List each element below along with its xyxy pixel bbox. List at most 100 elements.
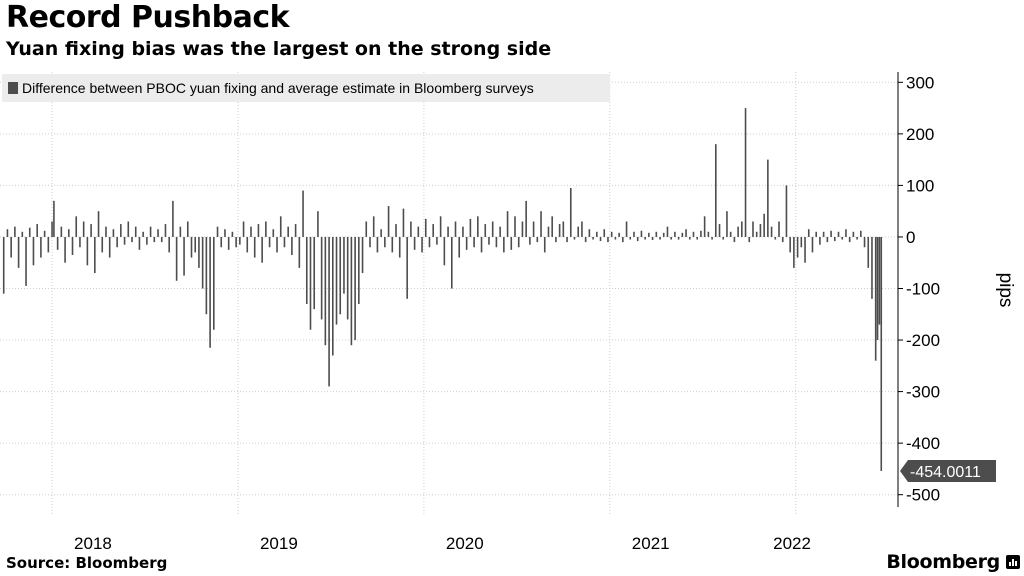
data-bar bbox=[807, 229, 810, 237]
data-bar bbox=[153, 236, 156, 243]
data-bar bbox=[198, 236, 200, 268]
data-bar bbox=[744, 108, 747, 237]
data-bar bbox=[748, 236, 751, 243]
data-bar bbox=[491, 221, 494, 237]
data-bar bbox=[540, 211, 542, 237]
data-bar bbox=[320, 236, 323, 320]
data-bar bbox=[804, 236, 806, 263]
data-bar bbox=[532, 221, 535, 237]
data-bar bbox=[841, 236, 844, 240]
data-bar bbox=[149, 226, 152, 237]
data-bar bbox=[584, 236, 587, 243]
data-bar bbox=[878, 236, 881, 325]
data-bar bbox=[224, 229, 226, 237]
data-bar bbox=[536, 236, 539, 243]
data-bar bbox=[67, 229, 70, 237]
data-bar bbox=[555, 236, 557, 243]
data-bar bbox=[480, 236, 483, 253]
data-bar bbox=[815, 231, 817, 237]
data-bar bbox=[432, 224, 434, 237]
data-bar bbox=[36, 224, 38, 237]
data-bar bbox=[358, 236, 360, 304]
data-bar bbox=[402, 208, 405, 237]
data-bar bbox=[462, 226, 464, 237]
data-bar bbox=[79, 236, 81, 248]
data-bar bbox=[250, 226, 252, 237]
data-bar bbox=[64, 236, 66, 263]
data-bar bbox=[495, 236, 498, 248]
data-bar bbox=[134, 226, 137, 237]
data-bar bbox=[774, 236, 777, 240]
data-bar bbox=[547, 226, 550, 237]
data-bar bbox=[283, 236, 286, 248]
data-bar bbox=[365, 221, 368, 237]
source-note: Source: Bloomberg bbox=[6, 554, 168, 572]
data-bar bbox=[105, 226, 107, 237]
data-bar bbox=[28, 227, 31, 237]
data-bar bbox=[97, 211, 100, 237]
data-bar bbox=[257, 224, 260, 237]
data-bar bbox=[685, 229, 687, 237]
last-value-label: -454.0011 bbox=[910, 464, 981, 481]
data-bar bbox=[10, 236, 12, 258]
data-bar bbox=[239, 236, 241, 245]
y-tick-label: -400 bbox=[906, 434, 940, 453]
data-bar bbox=[127, 221, 130, 237]
data-bar bbox=[25, 236, 27, 286]
data-bar bbox=[235, 236, 237, 248]
data-bar bbox=[469, 218, 472, 237]
y-axis-title: pips bbox=[995, 273, 1016, 308]
data-bar bbox=[711, 236, 713, 240]
data-bar bbox=[880, 236, 883, 471]
data-bar bbox=[75, 216, 78, 237]
data-bar bbox=[324, 236, 327, 346]
data-bar bbox=[659, 236, 661, 240]
data-bar bbox=[488, 236, 490, 245]
legend-label: Difference between PBOC yuan fixing and … bbox=[22, 80, 534, 96]
data-bar bbox=[447, 226, 449, 237]
data-bar bbox=[343, 236, 345, 294]
data-bar bbox=[276, 236, 278, 253]
data-bar bbox=[2, 236, 5, 294]
data-bar bbox=[47, 236, 50, 253]
data-bar bbox=[811, 236, 814, 253]
y-tick-label: 300 bbox=[906, 73, 934, 92]
data-bar bbox=[142, 231, 144, 237]
data-bar bbox=[670, 236, 672, 240]
data-bar bbox=[741, 221, 743, 237]
data-bar bbox=[32, 236, 35, 266]
data-bar bbox=[231, 231, 234, 237]
data-bar bbox=[833, 236, 836, 242]
data-bar bbox=[116, 236, 118, 248]
data-bar bbox=[424, 218, 427, 237]
data-bar bbox=[477, 216, 479, 237]
data-bar bbox=[666, 226, 669, 237]
data-bar bbox=[294, 224, 297, 237]
x-tick-label: 2022 bbox=[773, 534, 811, 553]
data-bar bbox=[146, 236, 148, 245]
data-bar bbox=[183, 236, 185, 276]
data-bar bbox=[291, 236, 293, 255]
data-bar bbox=[633, 231, 635, 237]
data-bar bbox=[246, 236, 249, 253]
data-bar bbox=[242, 221, 245, 237]
data-bar bbox=[417, 226, 420, 237]
data-bar bbox=[179, 226, 182, 237]
data-bar bbox=[696, 236, 699, 240]
data-bar bbox=[863, 236, 866, 248]
data-bar bbox=[313, 236, 316, 310]
data-bar bbox=[562, 221, 565, 237]
data-bar bbox=[40, 236, 42, 258]
data-bar bbox=[848, 236, 851, 243]
data-bar bbox=[160, 236, 163, 243]
data-bar bbox=[566, 236, 568, 243]
data-bar bbox=[354, 236, 356, 341]
data-bar bbox=[722, 236, 725, 240]
data-bar bbox=[514, 216, 516, 237]
data-bar bbox=[569, 187, 572, 237]
data-bar bbox=[302, 190, 304, 237]
data-bar bbox=[138, 236, 141, 250]
data-bar bbox=[733, 236, 736, 243]
data-bar bbox=[287, 226, 289, 237]
data-bar bbox=[618, 232, 620, 237]
